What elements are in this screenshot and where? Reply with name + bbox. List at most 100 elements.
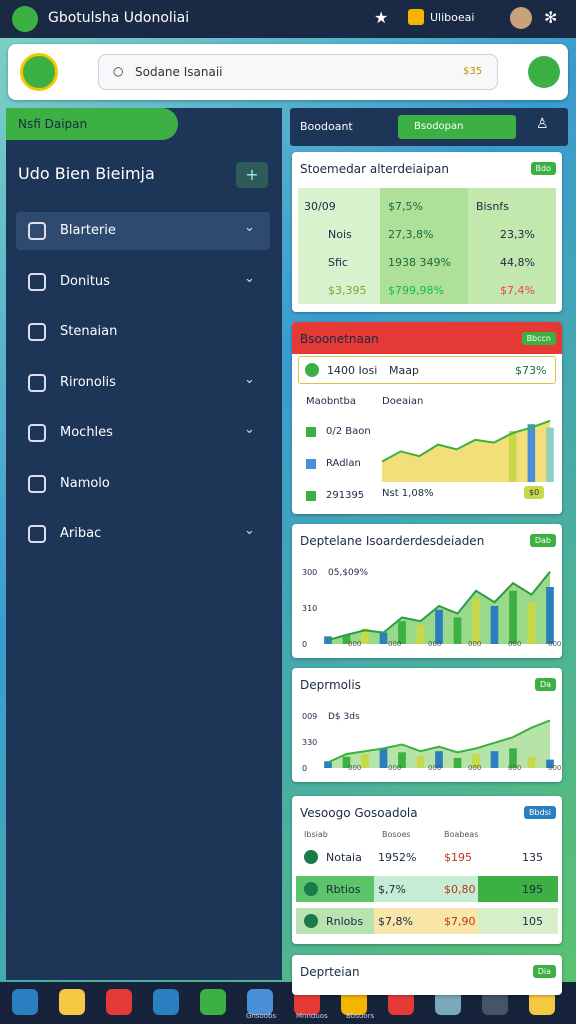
cell: Bisnfs (476, 200, 509, 213)
menu-item[interactable]: Blarterie ⌄ (16, 212, 270, 250)
card-badge[interactable]: Dab (529, 534, 556, 547)
row-text: 1400 Iosi (327, 364, 378, 377)
row-icon (304, 914, 318, 928)
cell: $7,5% (388, 200, 423, 213)
top-bar: Gbotulsha Udonoliai ★ Uliboeai ✻ (0, 0, 576, 38)
app-icon[interactable] (200, 989, 226, 1015)
chevron: ⌄ (244, 422, 255, 437)
card-title: Bsoonetnaan (300, 332, 379, 346)
cell: $7,8% (378, 915, 413, 928)
menu-label: Blarterie (60, 223, 116, 238)
menu-item[interactable]: Mochles ⌄ (16, 414, 270, 452)
bar (324, 636, 332, 644)
search-box[interactable]: ○ Sodane Isanaii $35 (98, 54, 498, 90)
card-title: Deprmolis (300, 678, 361, 692)
y-axis-label: 330 (302, 738, 318, 747)
chart (381, 419, 554, 482)
card-title: Deptelane Isoarderdesdeiaden (300, 534, 485, 548)
bar (342, 756, 351, 768)
cell: $195 (444, 851, 472, 864)
bar (379, 748, 388, 768)
menu-label: Mochles (60, 425, 113, 440)
y-axis-label: 0 (302, 640, 308, 649)
app-icon[interactable] (59, 989, 85, 1015)
card-title: Stoemedar alterdeiaipan (300, 162, 449, 176)
legend-label: RAdlan (326, 458, 361, 469)
card-badge[interactable]: Bbccn (521, 332, 556, 345)
toolbar-label: Boodoant (300, 120, 353, 133)
card-badge[interactable]: Bbdsi (523, 806, 556, 819)
toolbar-button[interactable]: Bsodopan (398, 115, 516, 139)
bar (490, 751, 499, 768)
bar (379, 632, 388, 644)
badge-icon (408, 9, 424, 25)
cell: Nois (328, 228, 352, 241)
x-axis-label: 000 (388, 764, 402, 772)
add-button[interactable]: + (236, 162, 268, 188)
footer-badge: $0 (524, 486, 545, 499)
legend-label: 0/2 Baon (326, 426, 371, 437)
settings-icon[interactable]: ✻ (544, 8, 558, 27)
menu-icon (28, 373, 46, 392)
user-badge[interactable]: Uliboeai (430, 11, 475, 24)
profile[interactable] (20, 53, 58, 91)
task-label: Mnnduos (296, 1012, 328, 1020)
app-icon[interactable] (153, 989, 179, 1015)
line (327, 719, 551, 764)
sidebar-pill[interactable]: Nsfi Daipan (6, 108, 178, 140)
row-bg (374, 908, 478, 934)
user-icon[interactable]: ♙ (536, 116, 549, 132)
action-button[interactable] (528, 56, 560, 88)
menu-label: Namolo (60, 475, 110, 491)
cell: 195 (522, 883, 543, 896)
app-icon[interactable] (12, 989, 38, 1015)
card-badge[interactable]: Bdo (530, 162, 556, 175)
card-badge[interactable]: Da (534, 678, 556, 691)
card-badge[interactable]: Dia (532, 965, 556, 978)
menu-icon (28, 323, 46, 341)
bar (472, 598, 480, 644)
search-icon: ○ (113, 64, 124, 78)
menu-item[interactable]: Aribac ⌄ (16, 515, 270, 553)
y-axis-label: 0 (302, 764, 308, 773)
cell: $3,395 (328, 284, 367, 297)
menu-label: Aribac (60, 526, 102, 541)
row-bg (478, 908, 558, 934)
bar (416, 625, 425, 644)
sidebar: Nsfi Daipan Udo Bien Bieimja + Blarterie… (6, 108, 282, 980)
zone (380, 188, 468, 304)
x-axis-label: 000 (548, 764, 562, 772)
x-axis-label: 000 (428, 764, 442, 772)
menu-icon (28, 272, 46, 291)
menu-item[interactable]: Namolo (16, 465, 270, 503)
card5: Vesoogo Gosoadola Bbdsi Ibsiab Bosoes Boabea… (292, 796, 562, 944)
chart (324, 571, 554, 644)
menu-item[interactable]: Stenaian (16, 313, 270, 351)
star-icon[interactable]: ★ (374, 8, 389, 27)
task-label: Gnsoobs (246, 1012, 277, 1020)
menu-label: Stenaian (60, 324, 118, 339)
app-icon[interactable] (247, 989, 273, 1015)
card1: Stoemedar alterdeiaipan Bdo 30/09 $7,5% Bisn… (292, 152, 562, 312)
app-icon[interactable] (106, 989, 132, 1015)
menu-item[interactable]: Donitus ⌄ (16, 263, 270, 301)
row-value: $73% (515, 364, 547, 377)
chevron: ⌄ (244, 523, 255, 538)
zone (468, 188, 556, 304)
chevron: ⌄ (244, 270, 255, 286)
cell: 23,3% (500, 228, 535, 241)
zone (298, 188, 380, 304)
row-bg (478, 876, 558, 902)
app-title: Gbotulsha Udonoliai (48, 10, 190, 26)
card-title: Vesoogo Gosoadola (300, 806, 418, 820)
row-icon (304, 882, 318, 896)
search-text: Sodane Isanaii (135, 65, 223, 79)
bar (472, 754, 480, 768)
bar (527, 602, 536, 644)
x-axis-label: 000 (508, 640, 522, 648)
menu-item[interactable]: Rironolis ⌄ (16, 364, 270, 402)
cell: $7,4% (500, 284, 535, 297)
cell: 105 (522, 915, 543, 928)
avatar[interactable] (510, 7, 532, 29)
legend-label: 291395 (326, 490, 365, 501)
